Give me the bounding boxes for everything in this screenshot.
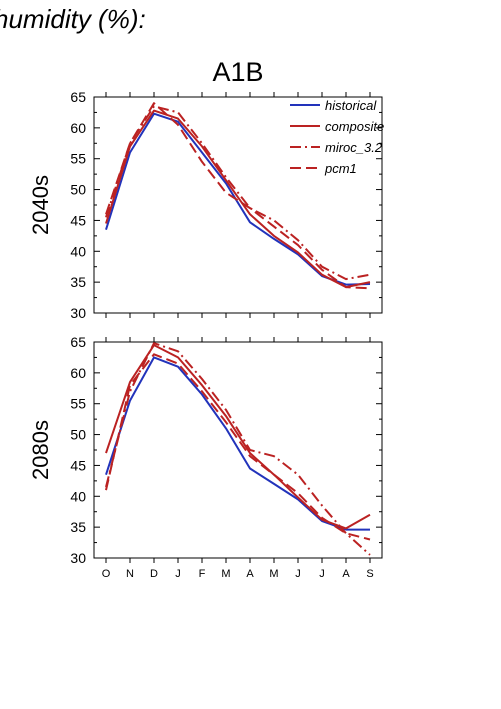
x-tick-label: A [246, 568, 254, 580]
x-tick-label: M [221, 568, 230, 580]
x-tick-label: J [319, 568, 325, 580]
series-line-pcm1 [105, 102, 371, 290]
legend: historical composite miroc_3.2 pcm1 [290, 98, 384, 176]
x-tick-label: D [150, 568, 158, 580]
series-line-pcm1 [105, 353, 371, 541]
panel-2080s: 2080s 30 35 40 45 50 55 60 65 O N D J F M A M J J A S [28, 334, 383, 580]
series-line-composite [105, 109, 371, 289]
legend-label: pcm1 [324, 161, 357, 176]
series-line-miroc-3-2 [105, 105, 371, 281]
series-line-historical [105, 356, 370, 531]
x-tick-label: N [126, 568, 134, 580]
y-tick-label: 55 [70, 396, 86, 412]
y-tick-label: 50 [70, 182, 86, 198]
x-tick-label: A [342, 568, 350, 580]
x-tick-label: M [269, 568, 278, 580]
y-tick-label: 40 [70, 488, 86, 504]
y-tick-label: 65 [70, 334, 86, 350]
row-label-2080s: 2080s [28, 420, 53, 480]
y-tick-label: 30 [70, 305, 86, 321]
x-tick-label: O [102, 568, 111, 580]
series-line-miroc-3-2 [105, 342, 371, 556]
legend-label: composite [325, 119, 384, 134]
panel-2040s: 2040s 30 35 40 45 50 55 60 65 historical composit… [28, 89, 384, 321]
y-tick-label: 60 [70, 365, 86, 381]
figure-header: humidity (%): [0, 4, 146, 34]
y-tick-label: 30 [70, 550, 86, 566]
y-tick-label: 45 [70, 457, 86, 473]
row-label-2040s: 2040s [28, 175, 53, 235]
y-tick-label: 60 [70, 120, 86, 136]
x-tick-label: F [199, 568, 206, 580]
x-tick-label: S [366, 568, 373, 580]
y-tick-label: 40 [70, 243, 86, 259]
y-tick-label: 65 [70, 89, 86, 105]
y-tick-label: 50 [70, 427, 86, 443]
chart-title: A1B [212, 57, 263, 87]
x-tick-label: J [295, 568, 301, 580]
y-tick-label: 55 [70, 151, 86, 167]
legend-label: historical [325, 98, 377, 113]
legend-label: miroc_3.2 [325, 140, 383, 155]
y-tick-label: 35 [70, 274, 86, 290]
y-tick-label: 45 [70, 212, 86, 228]
y-tick-label: 35 [70, 519, 86, 535]
x-tick-label: J [175, 568, 181, 580]
